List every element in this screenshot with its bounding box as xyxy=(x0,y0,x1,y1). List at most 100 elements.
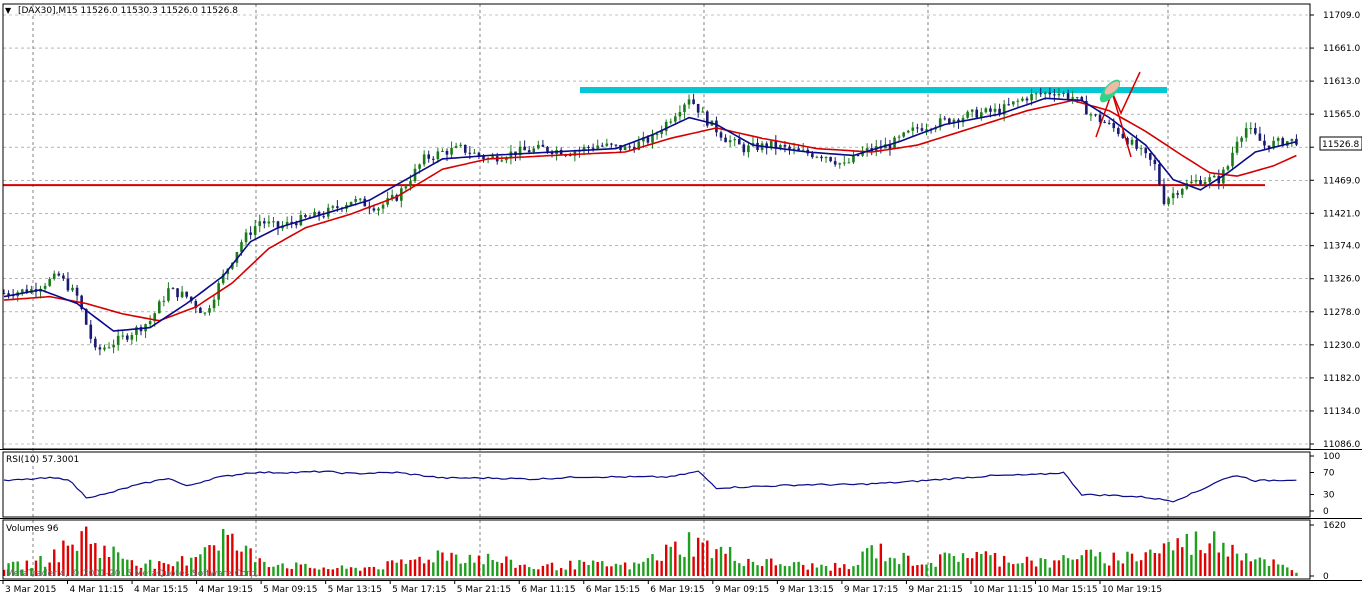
candle-body xyxy=(966,111,969,118)
candle-body xyxy=(75,287,79,296)
candle-body xyxy=(865,148,869,151)
candle-body xyxy=(888,144,892,150)
panel-frames xyxy=(0,3,1362,581)
candle-body xyxy=(902,132,905,137)
candle-body xyxy=(358,198,362,200)
horizontal-levels[interactable] xyxy=(3,87,1265,187)
candle-body xyxy=(537,144,540,149)
volume-tick-label: 0 xyxy=(1323,572,1329,582)
candle-body xyxy=(1094,114,1097,116)
x-tick-label: 6 Mar 15:15 xyxy=(586,585,640,595)
candle-body xyxy=(1030,94,1033,101)
y-tick-label: 11086.0 xyxy=(1323,440,1360,450)
candle-body xyxy=(331,206,335,208)
candle-body xyxy=(1249,128,1253,130)
candle-body xyxy=(148,321,152,325)
candle-body xyxy=(916,127,919,129)
candle-body xyxy=(441,150,444,152)
candle-body xyxy=(121,335,125,337)
candle-body xyxy=(377,208,380,211)
candle-body xyxy=(706,111,709,126)
candle-body xyxy=(920,128,924,131)
candle-body xyxy=(317,211,321,217)
candle-body xyxy=(212,299,216,309)
candle-body xyxy=(843,162,846,164)
candle-body xyxy=(769,140,773,149)
candle-body xyxy=(468,152,472,154)
candle-body xyxy=(1135,139,1138,149)
candle-body xyxy=(94,338,97,348)
x-tick-label: 9 Mar 21:15 xyxy=(908,585,962,595)
candle-body xyxy=(715,120,718,133)
candle-body xyxy=(194,301,198,308)
candle-body xyxy=(829,157,832,162)
candle-body xyxy=(1053,94,1056,96)
candle-body xyxy=(943,118,947,120)
candle-body xyxy=(683,104,686,113)
candle-body xyxy=(989,108,992,112)
candle-body xyxy=(847,162,851,164)
x-tick-label: 4 Mar 19:15 xyxy=(199,585,253,595)
candle-body xyxy=(167,288,170,301)
candle-body xyxy=(231,262,234,269)
price-candles xyxy=(2,87,1298,356)
volume-bars xyxy=(2,526,1298,576)
candle-body xyxy=(500,160,504,162)
candle-body xyxy=(1185,183,1189,189)
candle-body xyxy=(2,293,6,295)
rsi-series-line xyxy=(3,470,1297,503)
y-tick-label: 11134.0 xyxy=(1323,407,1360,417)
candle-body xyxy=(642,137,645,142)
candle-body xyxy=(258,221,262,227)
x-tick-label: 6 Mar 19:15 xyxy=(650,585,704,595)
candle-body xyxy=(20,289,24,293)
candle-body xyxy=(801,149,805,151)
candle-body xyxy=(765,143,768,149)
drawn-objects[interactable] xyxy=(1095,71,1141,158)
candle-body xyxy=(1194,180,1198,182)
candle-body xyxy=(354,199,357,202)
candle-body xyxy=(628,146,631,148)
x-tick-label: 9 Mar 13:15 xyxy=(779,585,833,595)
candle-body xyxy=(25,289,29,293)
candle-body xyxy=(1139,148,1143,150)
candle-body xyxy=(180,291,184,298)
candle-body xyxy=(473,152,476,154)
candle-body xyxy=(1085,100,1088,115)
candle-body xyxy=(1043,92,1047,95)
candle-body xyxy=(263,221,266,224)
x-tick-label: 5 Mar 17:15 xyxy=(392,585,446,595)
candle-body xyxy=(244,232,248,243)
candle-body xyxy=(737,139,741,145)
candle-body xyxy=(605,143,609,146)
menu-arrow-icon[interactable]: ▼ xyxy=(5,6,12,15)
candle-body xyxy=(820,156,823,159)
rsi-tick-label: 30 xyxy=(1323,491,1335,501)
candle-body xyxy=(747,145,750,153)
panel-frame xyxy=(2,519,1311,580)
candle-body xyxy=(135,327,138,335)
candle-body xyxy=(1153,159,1157,165)
candle-body xyxy=(1190,181,1193,184)
x-tick-label: 5 Mar 09:15 xyxy=(263,585,317,595)
candle-body xyxy=(646,137,650,143)
candle-body xyxy=(701,111,705,113)
candle-body xyxy=(294,223,298,226)
candle-body xyxy=(290,221,294,224)
candle-body xyxy=(1167,198,1170,205)
rsi-tick-label: 0 xyxy=(1323,507,1329,517)
candle-body xyxy=(532,148,536,153)
candle-body xyxy=(797,148,800,151)
x-tick-label: 9 Mar 09:15 xyxy=(715,585,769,595)
candle-body xyxy=(1254,128,1257,134)
candle-body xyxy=(112,344,115,348)
candle-body xyxy=(395,195,399,201)
candle-body xyxy=(450,147,453,155)
candle-body xyxy=(998,108,1001,115)
x-tick-label: 4 Mar 15:15 xyxy=(134,585,188,595)
candle-body xyxy=(897,136,901,138)
candle-body xyxy=(1244,128,1248,138)
candle-body xyxy=(1126,138,1129,145)
